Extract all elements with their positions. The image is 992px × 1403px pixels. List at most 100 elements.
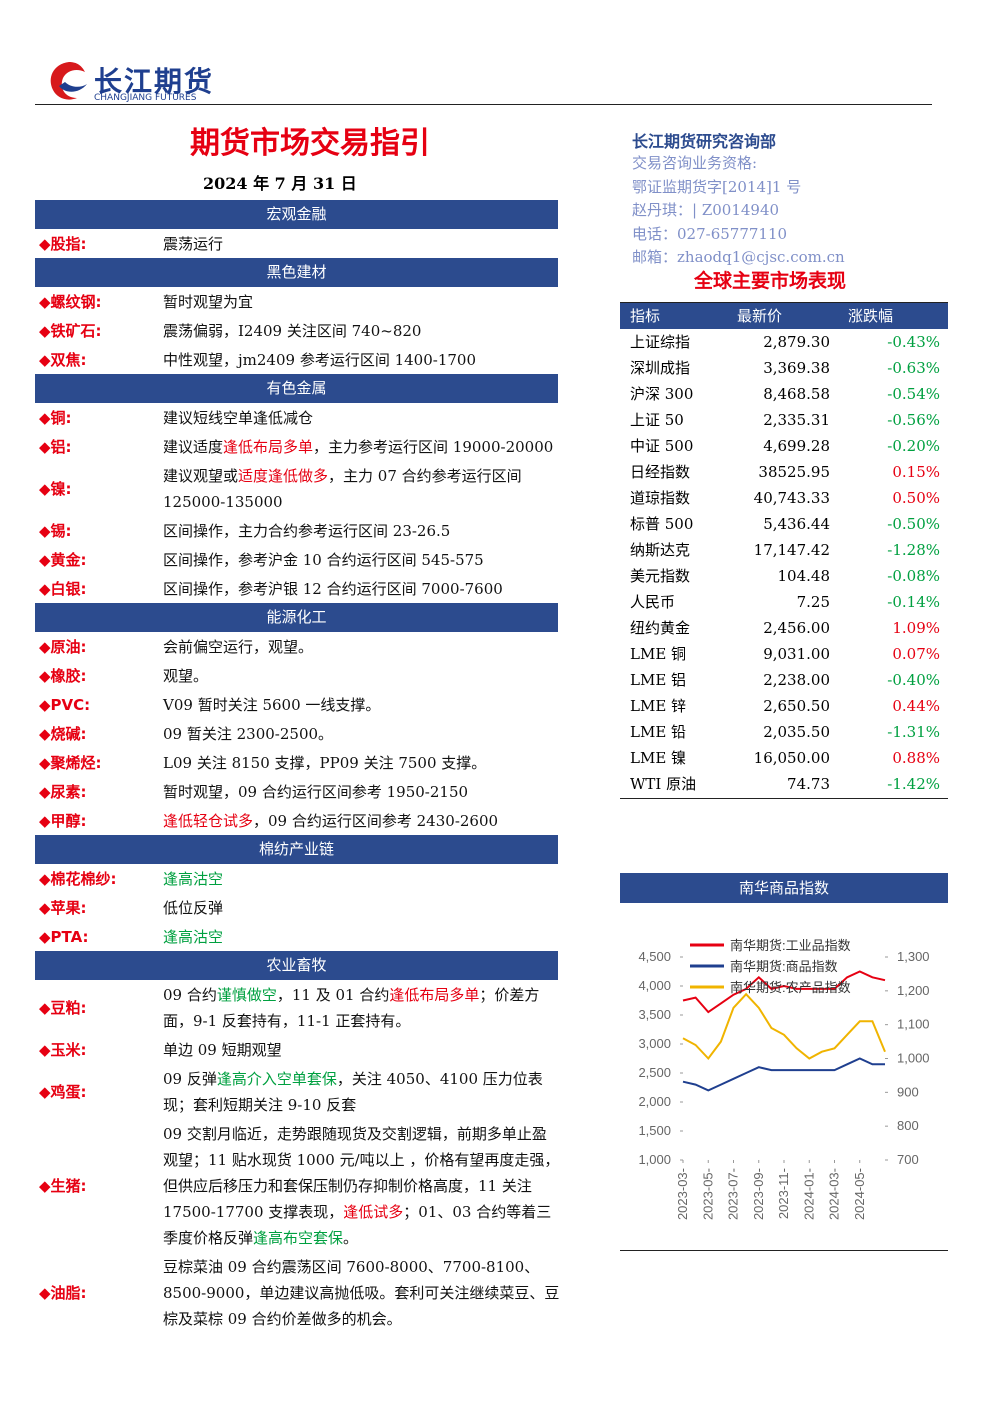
item-content: 单边 09 短期观望 [163,1035,561,1064]
x-tick-label: 2023-05- [700,1168,715,1220]
index-name: 上证 50 [630,411,684,429]
item-row: V09 暂时关注 5600 一线支撑。 ◆PVC: [35,690,558,719]
item-label: ◆玉米: [39,1035,87,1063]
index-name: 深圳成指 [630,359,691,377]
diamond: ◆ [39,350,51,369]
content-text: 逢高沽空 [163,869,224,888]
table-head [620,303,948,329]
diamond: ◆ [39,479,51,498]
index-change: -0.56% [887,411,940,429]
series-line [682,1057,885,1092]
item-content: 区间操作，主力合约参考运行区间 23-26.5 [163,516,561,545]
content-text: 区间操作，参考沪银 12 合约运行区间 7000-7600 [163,579,503,598]
index-name: LME 铅 [630,723,687,741]
item-row: 震荡偏弱，I2409 关注区间 740~820 ◆铁矿石: [35,316,558,345]
item-content: 暂时观望为宜 [163,287,561,316]
item-label: ◆鸡蛋: [39,1077,87,1105]
content-text: 逢低布局多单 [389,985,480,1004]
label-text: 甲醇: [50,811,87,830]
content-text: 逢高介入空单套保 [216,1069,337,1088]
label-text: 镍: [50,479,72,498]
content-text: 谨慎做空 [216,985,277,1004]
y2-tick-label: 800 [897,1118,919,1133]
label-text: 股指: [50,234,87,253]
item-content: 低位反弹 [163,893,561,922]
item-label: ◆油脂: [39,1278,87,1306]
column-header: 涨跌幅 [848,307,894,325]
label-text: 螺纹钢: [50,292,102,311]
index-name: 人民币 [630,593,676,611]
index-change: 0.88% [892,749,940,767]
x-tick-label: 2024-05- [852,1168,867,1220]
item-row: 建议短线空单逢低减仓 ◆铜: [35,403,558,432]
content-text: ，主力参考运行区间 19000-20000 [313,437,554,456]
content-text: 。 [343,1228,359,1247]
legend-label: 南华期货:工业品指数 [730,938,851,953]
y2-tick-label: 1,000 [897,1051,930,1066]
y-tick-label: 4,000 [638,978,671,993]
index-change: -0.14% [887,593,940,611]
label-text: 豆粕: [50,998,87,1017]
item-label: ◆尿素: [39,777,87,805]
content-text: ；01、03 合约等着三季度价格反弹 [163,1202,552,1247]
content-text: 低位反弹 [163,898,224,917]
index-name: 沪深 300 [630,385,694,403]
label-text: PTA: [50,927,89,946]
y2-tick-label: 1,200 [897,983,930,998]
y2-tick-label: 900 [897,1084,919,1099]
index-price: 7.25 [796,593,830,611]
diamond: ◆ [39,898,51,917]
item-content: 会前偏空运行，观望。 [163,632,561,661]
contact-line: 电话：027-65777110 [632,224,788,243]
item-label: ◆铝: [39,432,72,460]
item-label: ◆PTA: [39,922,89,950]
item-row: 单边 09 短期观望 ◆玉米: [35,1035,558,1064]
logo-icon [50,62,87,100]
item-row: 震荡运行 ◆股指: [35,229,558,258]
chart: 1,000 1,500 2,000 2,500 3,000 3,500 4,000 4,500… [638,938,930,1220]
content-text: ，11 及 01 合约 [276,985,390,1004]
item-content: 暂时观望，09 合约运行区间参考 1950-2150 [163,777,561,806]
series-line [682,970,886,1014]
item-label: ◆锡: [39,516,72,544]
item-row: 观望。 ◆橡胶: [35,661,558,690]
label-text: PVC: [50,695,91,714]
diamond: ◆ [39,753,51,772]
index-price: 9,031.00 [763,645,830,663]
index-change: -1.42% [887,775,940,793]
item-label: ◆PVC: [39,690,90,718]
item-row: 09 暂关注 2300-2500。 ◆烧碱: [35,719,558,748]
legend-label: 南华期货:商品指数 [730,959,838,974]
item-label: ◆铁矿石: [39,316,102,344]
section-header: 宏观金融 [35,200,558,229]
index-price: 2,456.00 [763,619,830,637]
section-header: 能源化工 [35,603,558,632]
item-content: 区间操作，参考沪金 10 合约运行区间 545-575 [163,545,561,574]
content-text: ，关注 4050、4100 压力位表现；套利短期关注 9-10 反套 [163,1069,543,1114]
y-tick-label: 1,000 [638,1152,671,1167]
content-text: 暂时观望为宜 [163,292,254,311]
item-label: ◆股指: [39,229,87,257]
content-text: 震荡偏弱，I2409 关注区间 740~820 [163,321,422,340]
item-row: 会前偏空运行，观望。 ◆原油: [35,632,558,661]
diamond: ◆ [39,292,51,311]
index-price: 8,468.58 [763,385,830,403]
content-text: L09 关注 8150 支撑，PP09 关注 7500 支撑。 [163,753,487,772]
index-change: -0.54% [887,385,940,403]
content-text: 逢低试多 [343,1202,404,1221]
x-tick-label: 2023-03- [675,1168,690,1220]
index-change: -0.40% [887,671,940,689]
item-row: 豆棕菜油 09 合约震荡区间 7600-8000、7700-8100、8500-… [35,1252,559,1333]
content-text: 09 交割月临近，走势跟随现货及交割逻辑，前期多单止盈观望；11 贴水现货 10… [163,1124,560,1221]
diamond: ◆ [39,782,51,801]
x-tick-label: 2024-03- [827,1168,842,1220]
item-content: 观望。 [163,661,561,690]
item-content: 逢高沽空 [163,864,561,893]
item-label: ◆烧碱: [39,719,87,747]
index-change: -0.50% [887,515,940,533]
content-text: 适度逢低做多 [238,466,329,485]
index-name: 美元指数 [630,567,691,585]
index-price: 17,147.42 [753,541,830,559]
index-change: 0.44% [892,697,940,715]
